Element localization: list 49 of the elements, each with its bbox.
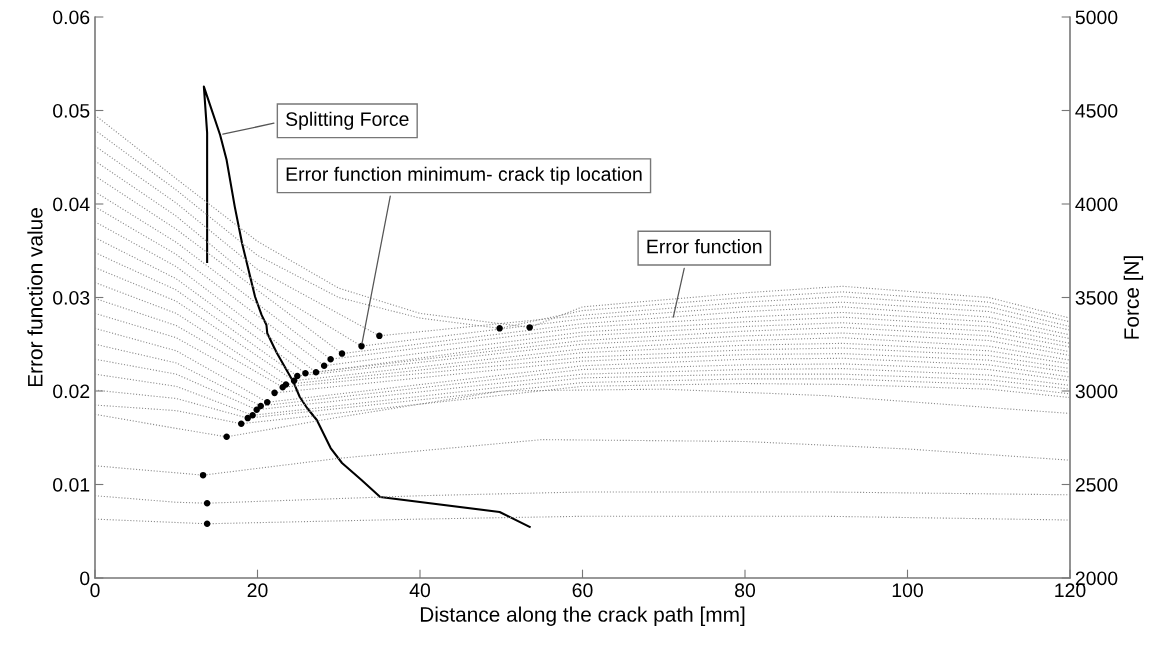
annotation: Splitting Force bbox=[286, 111, 409, 130]
point bbox=[263, 398, 271, 406]
point bbox=[320, 362, 328, 370]
point bbox=[312, 369, 320, 376]
y-tick-label: 0.05 bbox=[53, 103, 90, 118]
point bbox=[271, 389, 278, 397]
point bbox=[358, 342, 365, 350]
point bbox=[282, 381, 290, 388]
annotation: Error function bbox=[647, 239, 762, 254]
point bbox=[294, 372, 301, 380]
line-series bbox=[95, 358, 1070, 411]
y-tick-label: 0.06 bbox=[53, 10, 90, 25]
y-axis-title: Error function value bbox=[27, 208, 43, 387]
x-tick-label: 60 bbox=[572, 583, 593, 598]
x-axis-title: Distance along the crack path [mm] bbox=[420, 606, 745, 626]
x-tick-label: 100 bbox=[892, 583, 923, 598]
y-tick-label: 0.02 bbox=[53, 384, 90, 399]
point bbox=[257, 402, 265, 410]
point bbox=[223, 433, 230, 441]
y2-tick-label: 3500 bbox=[1075, 290, 1118, 305]
point bbox=[327, 355, 334, 363]
annotation: Error function minimum- crack tip location bbox=[286, 166, 642, 185]
y2-tick-label: 5000 bbox=[1075, 10, 1118, 25]
y2-tick-label: 4500 bbox=[1075, 103, 1118, 118]
y2-tick-label: 2500 bbox=[1075, 477, 1118, 492]
x-tick-label: 20 bbox=[247, 583, 268, 598]
y-tick-label: 0 bbox=[80, 571, 90, 586]
y2-tick-label: 4000 bbox=[1075, 197, 1118, 212]
x-tick-label: 80 bbox=[735, 583, 756, 598]
point bbox=[526, 324, 533, 331]
line-series bbox=[95, 515, 1070, 525]
point bbox=[237, 420, 245, 427]
y2-tick-label: 3000 bbox=[1075, 384, 1118, 399]
point bbox=[376, 332, 383, 340]
point bbox=[302, 369, 309, 377]
point bbox=[203, 520, 211, 528]
x-tick-label: 0 bbox=[90, 583, 100, 598]
point bbox=[203, 499, 211, 507]
y-tick-label: 0.01 bbox=[53, 477, 90, 492]
point bbox=[249, 412, 256, 419]
y-tick-label: 0.03 bbox=[53, 290, 90, 305]
y-tick-label: 0.04 bbox=[53, 197, 90, 212]
point bbox=[253, 406, 260, 413]
point bbox=[199, 471, 207, 479]
point bbox=[338, 350, 346, 357]
y2-axis-title: Force [N] bbox=[1123, 256, 1144, 339]
point bbox=[290, 377, 298, 384]
x-tick-label: 40 bbox=[409, 583, 431, 598]
point bbox=[496, 325, 503, 332]
